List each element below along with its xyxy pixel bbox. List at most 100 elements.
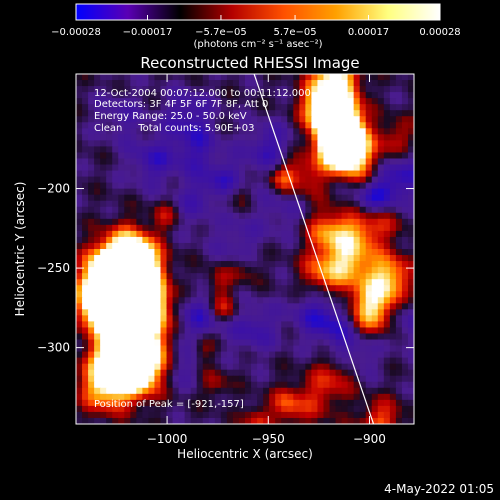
heatmap-cell (202, 381, 210, 389)
heatmap-cell (214, 345, 222, 353)
heatmap-cell (124, 333, 131, 341)
heatmap-cell (245, 212, 252, 220)
heatmap-cell (287, 170, 294, 178)
heatmap-cell (190, 333, 198, 341)
heatmap-cell (226, 218, 234, 226)
heatmap-cell (160, 188, 168, 196)
heatmap-cell (202, 236, 210, 244)
heatmap-cell (184, 261, 192, 268)
heatmap-cell (383, 387, 391, 395)
heatmap-cell (238, 363, 246, 371)
heatmap-cell (88, 194, 95, 202)
heatmap-cell (257, 152, 264, 160)
heatmap-cell (269, 315, 276, 323)
heatmap-cell (245, 279, 252, 286)
heatmap-cell (100, 74, 107, 81)
heatmap-cell (257, 261, 264, 268)
heatmap-cell (305, 351, 312, 359)
heatmap-cell (232, 194, 240, 202)
heatmap-cell (214, 134, 222, 141)
heatmap-cell (395, 357, 403, 365)
heatmap-cell (166, 200, 174, 208)
heatmap-cell (172, 170, 180, 178)
heatmap-cell (142, 411, 150, 419)
heatmap-cell (136, 74, 143, 81)
heatmap-cell (214, 285, 222, 292)
heatmap-cell (166, 309, 174, 316)
heatmap-cell (124, 134, 131, 141)
heatmap-cell (118, 242, 125, 250)
heatmap-cell (371, 74, 379, 81)
heatmap-cell (232, 375, 240, 383)
heatmap-cell (208, 182, 216, 190)
heatmap-cell (305, 236, 312, 244)
heatmap-cell (202, 303, 210, 310)
heatmap-cell (329, 146, 337, 154)
heatmap-cell (154, 405, 162, 413)
heatmap-cell (178, 128, 186, 135)
heatmap-cell (311, 351, 319, 359)
heatmap-cell (172, 176, 180, 184)
heatmap-cell (335, 411, 343, 419)
heatmap-cell (305, 206, 312, 214)
heatmap-cell (166, 98, 174, 105)
heatmap-cell (220, 369, 228, 377)
heatmap-cell (341, 261, 349, 268)
heatmap-cell (82, 116, 89, 123)
heatmap-cell (335, 393, 343, 401)
heatmap-cell (377, 170, 385, 178)
heatmap-cell (112, 381, 119, 389)
heatmap-cell (317, 104, 325, 111)
heatmap-cell (172, 411, 180, 419)
heatmap-cell (94, 261, 101, 268)
heatmap-cell (287, 140, 294, 148)
heatmap-cell (371, 393, 379, 401)
heatmap-cell (94, 230, 101, 238)
heatmap-cell (377, 375, 385, 383)
heatmap-cell (190, 357, 198, 365)
heatmap-cell (293, 212, 300, 220)
heatmap-cell (124, 116, 131, 123)
heatmap-cell (269, 309, 276, 316)
heatmap-cell (251, 224, 258, 232)
heatmap-cell (335, 134, 343, 141)
heatmap-cell (299, 285, 306, 292)
heatmap-cell (407, 80, 414, 87)
heatmap-cell (395, 285, 403, 292)
heatmap-cell (281, 110, 288, 117)
heatmap-cell (395, 188, 403, 196)
annotation-energy-range: Energy Range: 25.0 - 50.0 keV (94, 111, 247, 122)
heatmap-cell (94, 351, 101, 359)
heatmap-cell (335, 309, 343, 316)
heatmap-cell (226, 267, 234, 274)
heatmap-cell (347, 405, 355, 413)
heatmap-cell (269, 128, 276, 135)
heatmap-cell (124, 393, 131, 401)
heatmap-cell (293, 152, 300, 160)
heatmap-cell (383, 261, 391, 268)
heatmap-cell (311, 122, 319, 129)
heatmap-cell (112, 261, 119, 268)
heatmap-cell (251, 110, 258, 117)
heatmap-cell (275, 255, 282, 262)
heatmap-cell (311, 110, 319, 117)
heatmap-cell (323, 261, 331, 268)
heatmap-cell (232, 399, 240, 407)
heatmap-cell (311, 92, 319, 99)
heatmap-cell (395, 164, 403, 172)
heatmap-cell (232, 315, 240, 323)
heatmap-cell (281, 230, 288, 238)
heatmap-cell (371, 345, 379, 353)
heatmap-cell (341, 230, 349, 238)
heatmap-cell (154, 98, 162, 105)
heatmap-cell (383, 134, 391, 141)
heatmap-cell (130, 249, 137, 256)
heatmap-cell (251, 74, 258, 81)
heatmap-cell (142, 249, 150, 256)
heatmap-cell (269, 200, 276, 208)
heatmap-cell (100, 86, 107, 93)
heatmap-cell (100, 116, 107, 123)
heatmap-cell (371, 140, 379, 148)
heatmap-cell (317, 411, 325, 419)
heatmap-cell (281, 303, 288, 310)
